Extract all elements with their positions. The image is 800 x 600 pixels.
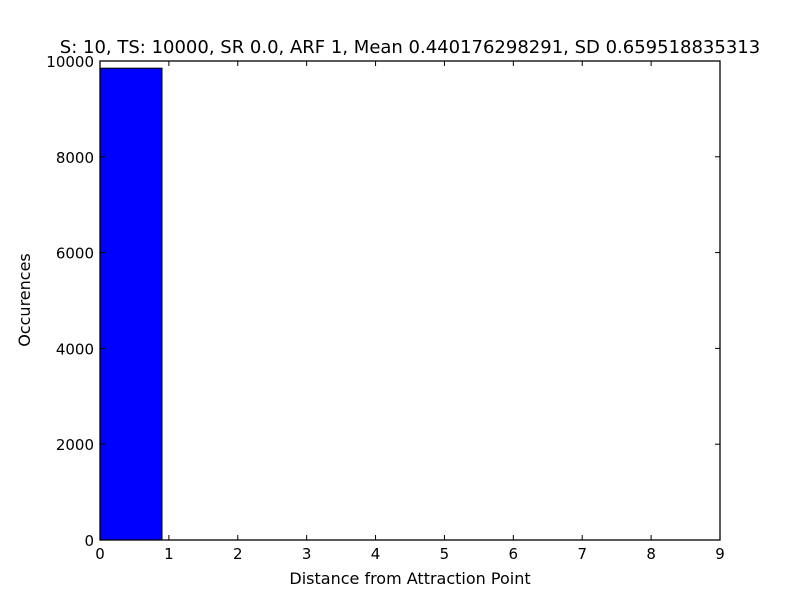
x-tick-label: 0 (95, 545, 105, 563)
x-tick-label: 4 (371, 545, 381, 563)
y-tick-label: 0 (84, 532, 94, 550)
y-tick-label: 6000 (56, 245, 94, 263)
chart-title: S: 10, TS: 10000, SR 0.0, ARF 1, Mean 0.… (60, 37, 760, 58)
plot-frame (99, 60, 721, 541)
x-tick-label: 1 (164, 545, 174, 563)
x-tick-label: 6 (509, 545, 519, 563)
x-tick-label: 9 (715, 545, 725, 563)
y-tick-label: 10000 (46, 53, 94, 71)
y-tick-label: 2000 (56, 436, 94, 454)
histogram-bar-0 (99, 67, 163, 541)
x-tick-label: 7 (577, 545, 587, 563)
x-tick-label: 8 (646, 545, 656, 563)
x-tick-label: 3 (302, 545, 312, 563)
y-tick-label: 8000 (56, 149, 94, 167)
x-tick-label: 5 (440, 545, 450, 563)
x-axis-label: Distance from Attraction Point (289, 569, 530, 588)
y-tick-label: 4000 (56, 340, 94, 358)
y-axis-label: Occurences (15, 253, 34, 347)
bars-group (99, 67, 163, 541)
x-tick-label: 2 (233, 545, 243, 563)
ticks-group: 0 1 2 3 4 5 6 7 8 9 0 2000 4000 6000 8000 10000 (46, 53, 724, 563)
